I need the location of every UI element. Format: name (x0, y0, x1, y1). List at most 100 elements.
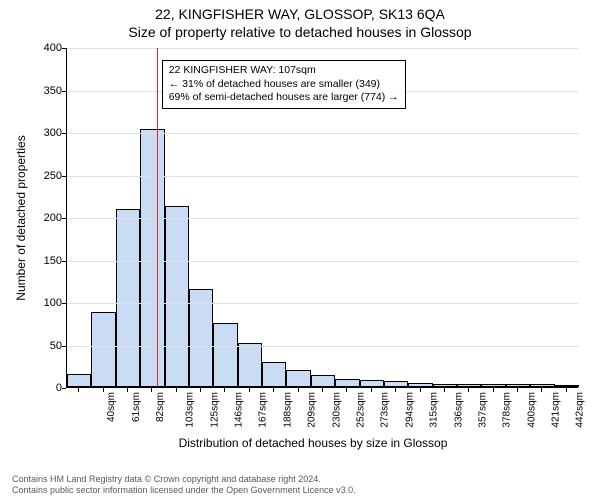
x-tick-label: 40sqm (106, 392, 117, 422)
grid-line (67, 48, 578, 49)
y-tick-mark (62, 91, 66, 92)
x-tick-label: 146sqm (234, 392, 245, 428)
x-tick-mark (176, 388, 177, 392)
x-tick-label: 230sqm (331, 392, 342, 428)
y-tick-label: 150 (32, 255, 62, 267)
histogram-bar (506, 384, 530, 387)
histogram-bar (530, 384, 554, 387)
x-tick-mark (322, 388, 323, 392)
histogram-bar (238, 343, 262, 387)
chart-container: Number of detached properties 22 KINGFIS… (48, 48, 578, 426)
histogram-bar (165, 206, 189, 387)
x-tick-label: 125sqm (209, 392, 220, 428)
y-tick-mark (62, 48, 66, 49)
x-tick-mark (493, 388, 494, 392)
histogram-bar (91, 312, 115, 387)
histogram-bar (262, 362, 286, 388)
x-tick-mark (224, 388, 225, 392)
x-tick-mark (541, 388, 542, 392)
page-subtitle: Size of property relative to detached ho… (0, 24, 600, 40)
x-tick-label: 273sqm (380, 392, 391, 428)
x-tick-label: 357sqm (477, 392, 488, 428)
histogram-bar (286, 370, 310, 387)
histogram-bar (140, 129, 164, 387)
grid-line (67, 261, 578, 262)
y-tick-label: 300 (32, 127, 62, 139)
annotation-line: 22 KINGFISHER WAY: 107sqm (169, 64, 399, 78)
y-tick-label: 250 (32, 170, 62, 182)
y-axis-label: Number of detached properties (14, 135, 28, 300)
histogram-bar (335, 379, 359, 388)
histogram-bar (311, 375, 335, 387)
x-tick-mark (151, 388, 152, 392)
y-tick-label: 50 (32, 340, 62, 352)
grid-line (67, 303, 578, 304)
plot-area: 22 KINGFISHER WAY: 107sqm← 31% of detach… (66, 48, 578, 388)
grid-line (67, 176, 578, 177)
x-tick-label: 315sqm (429, 392, 440, 428)
x-tick-mark (566, 388, 567, 392)
x-tick-label: 336sqm (453, 392, 464, 428)
x-tick-label: 61sqm (131, 392, 142, 422)
x-tick-mark (127, 388, 128, 392)
x-tick-mark (468, 388, 469, 392)
footer-attribution: Contains HM Land Registry data © Crown c… (12, 474, 356, 496)
histogram-bar (360, 380, 384, 387)
y-tick-label: 200 (32, 212, 62, 224)
x-tick-mark (395, 388, 396, 392)
histogram-bar (555, 385, 579, 387)
x-tick-label: 442sqm (575, 392, 586, 428)
y-tick-label: 400 (32, 42, 62, 54)
x-tick-mark (273, 388, 274, 392)
histogram-bar (433, 384, 457, 387)
histogram-bar (116, 209, 140, 388)
grid-line (67, 346, 578, 347)
x-tick-mark (346, 388, 347, 392)
x-tick-mark (444, 388, 445, 392)
x-tick-label: 421sqm (551, 392, 562, 428)
x-tick-label: 103sqm (185, 392, 196, 428)
x-tick-mark (78, 388, 79, 392)
x-tick-label: 252sqm (356, 392, 367, 428)
x-tick-label: 294sqm (404, 392, 415, 428)
histogram-bar (67, 374, 91, 387)
x-tick-label: 400sqm (526, 392, 537, 428)
x-tick-label: 188sqm (282, 392, 293, 428)
y-tick-mark (62, 346, 66, 347)
x-tick-mark (200, 388, 201, 392)
x-tick-mark (103, 388, 104, 392)
y-tick-label: 0 (32, 382, 62, 394)
histogram-bar (213, 323, 237, 387)
annotation-callout: 22 KINGFISHER WAY: 107sqm← 31% of detach… (162, 60, 406, 109)
property-marker-line (157, 48, 158, 387)
x-tick-label: 209sqm (307, 392, 318, 428)
histogram-bar (481, 384, 505, 387)
y-tick-mark (62, 133, 66, 134)
y-tick-label: 350 (32, 85, 62, 97)
y-tick-mark (62, 176, 66, 177)
grid-line (67, 133, 578, 134)
y-tick-mark (62, 388, 66, 389)
y-tick-mark (62, 261, 66, 262)
histogram-bar (384, 381, 408, 387)
y-tick-label: 100 (32, 297, 62, 309)
x-tick-mark (298, 388, 299, 392)
footer-line-1: Contains HM Land Registry data © Crown c… (12, 474, 356, 485)
title-area: 22, KINGFISHER WAY, GLOSSOP, SK13 6QA Si… (0, 0, 600, 40)
annotation-line: ← 31% of detached houses are smaller (34… (169, 78, 399, 92)
page-title: 22, KINGFISHER WAY, GLOSSOP, SK13 6QA (0, 6, 600, 22)
x-axis-label: Distribution of detached houses by size … (48, 436, 578, 476)
x-tick-label: 82sqm (155, 392, 166, 422)
histogram-bar (408, 383, 432, 387)
grid-line (67, 218, 578, 219)
footer-line-2: Contains public sector information licen… (12, 485, 356, 496)
x-tick-mark (420, 388, 421, 392)
y-tick-mark (62, 218, 66, 219)
x-tick-mark (371, 388, 372, 392)
x-tick-label: 167sqm (258, 392, 269, 428)
histogram-bar (457, 384, 481, 387)
x-tick-mark (249, 388, 250, 392)
annotation-line: 69% of semi-detached houses are larger (… (169, 91, 399, 105)
x-tick-mark (517, 388, 518, 392)
x-tick-label: 378sqm (502, 392, 513, 428)
